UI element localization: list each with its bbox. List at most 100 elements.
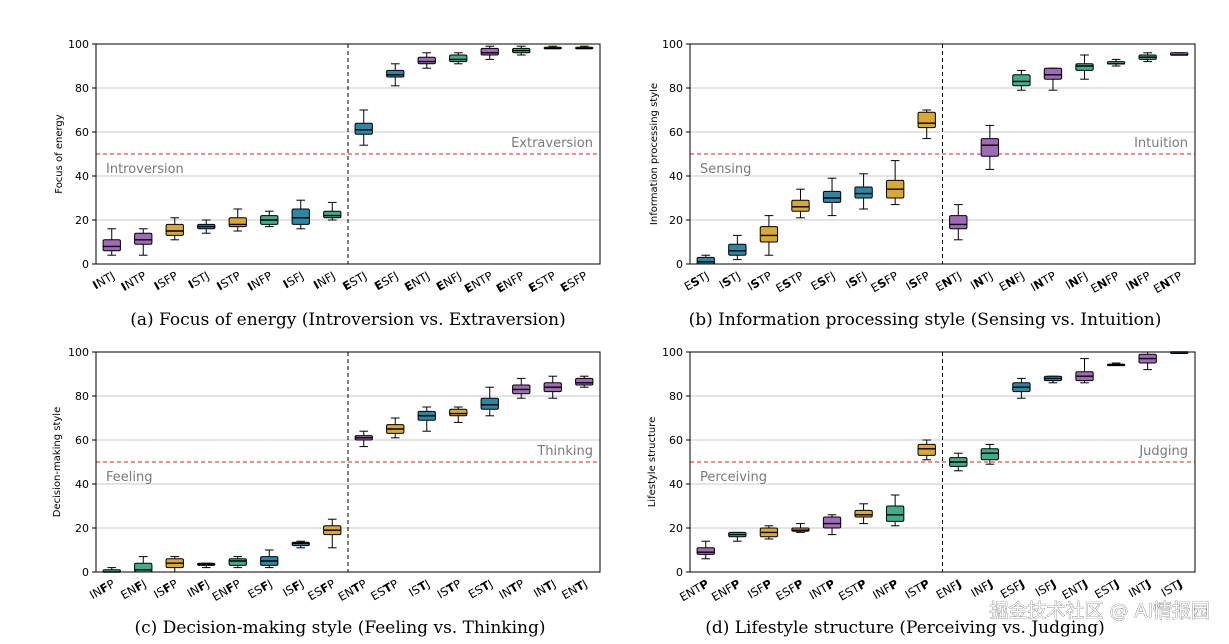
y-tick-label: 80 (669, 82, 683, 95)
box-intj (543, 375, 562, 399)
box-estp (543, 45, 562, 50)
box-body (449, 408, 468, 417)
y-tick-label: 100 (68, 346, 89, 359)
high-region-label: Extraversion (511, 136, 593, 151)
plot-frame (95, 43, 601, 265)
box-body (696, 547, 715, 555)
y-tick-label: 80 (75, 82, 89, 95)
box-infp (260, 210, 279, 228)
x-tick-label: ESFP (305, 576, 338, 603)
box-body (102, 239, 121, 252)
x-tick-label: ISTJ (1159, 576, 1185, 599)
x-tick-label: ISTJ (406, 576, 432, 599)
x-tick-label: INFP (245, 268, 275, 293)
x-tick-label: INTJ (1126, 576, 1153, 600)
x-tick-label: ESFP (558, 268, 590, 295)
box-body (822, 516, 842, 529)
x-tick-label: INTJ (968, 268, 995, 292)
box-body (417, 56, 436, 65)
x-tick-label: INTJ (531, 576, 558, 600)
box-istj (417, 406, 436, 432)
box-intj (102, 228, 121, 256)
y-tick-label: 20 (669, 522, 683, 535)
x-tick-label: ENFJ (934, 576, 964, 602)
box-infj (197, 562, 216, 569)
y-axis-title: Information processing style (649, 83, 660, 225)
box-isfj (854, 173, 873, 210)
box-entj (575, 375, 594, 388)
y-tick-label: 40 (75, 170, 89, 183)
box-body (980, 138, 1000, 157)
box-istp (228, 208, 247, 232)
box-enfj (1012, 69, 1031, 91)
box-body (696, 256, 715, 265)
y-axis-title: Focus of energy (54, 114, 65, 193)
x-tick-label: ENFP (210, 576, 244, 603)
box-isfp (165, 556, 184, 573)
y-tick-label: 20 (75, 214, 89, 227)
box-isfp (917, 109, 936, 140)
high-region-label: Thinking (536, 444, 593, 459)
box-infp (1138, 52, 1157, 63)
x-tick-label: INFP (87, 576, 117, 602)
y-tick-label: 20 (75, 522, 89, 535)
box-body (728, 243, 747, 256)
x-tick-label: ISFJ (1033, 576, 1059, 599)
x-tick-label: ESTJ (340, 268, 369, 293)
y-tick-label: 60 (75, 126, 89, 139)
y-tick-label: 40 (669, 478, 683, 491)
box-enfp (728, 531, 747, 542)
box-istp (917, 439, 936, 461)
box-body (885, 505, 905, 522)
box-infj (1075, 54, 1094, 80)
watermark-text: 掘金技术社区 @ AI情报园 (989, 600, 1210, 622)
x-tick-label: ENTJ (559, 576, 590, 602)
x-tick-label: ESTP (773, 268, 806, 295)
box-body (480, 47, 499, 56)
low-region-label: Introversion (106, 162, 184, 177)
box-esfp (323, 518, 342, 549)
y-tick-label: 80 (669, 390, 683, 403)
panel-caption: (d) Lifestyle structure (Perceiving vs. … (705, 618, 1105, 638)
x-tick-label: ESFJ (245, 576, 274, 601)
box-body (480, 397, 499, 410)
box-enfj (949, 452, 968, 472)
x-tick-label: ESTP (836, 576, 869, 603)
box-isfp (759, 525, 779, 540)
x-tick-label: ESFJ (998, 576, 1027, 601)
y-tick-label: 40 (75, 478, 89, 491)
box-intj (1138, 351, 1157, 371)
x-tick-label: ESTP (368, 576, 401, 603)
box-intp (1043, 67, 1063, 91)
box-body (228, 217, 247, 228)
x-tick-label: ENFJ (118, 576, 149, 602)
x-tick-label: ISFP (745, 576, 774, 601)
x-tick-label: INFJ (1063, 268, 1090, 292)
box-estj (696, 254, 715, 265)
panel-caption: (a) Focus of energy (Introversion vs. Ex… (130, 310, 566, 330)
x-tick-label: ISTJ (186, 268, 212, 291)
box-esfj (386, 63, 405, 87)
x-tick-label: ESFJ (372, 268, 401, 293)
box-infj (323, 201, 342, 221)
high-region-label: Judging (1138, 444, 1188, 459)
box-infp (102, 567, 121, 573)
x-tick-label: ESTJ (466, 576, 495, 601)
box-body (822, 190, 842, 203)
box-body (354, 122, 373, 135)
x-tick-label: ENTJ (402, 268, 432, 294)
x-tick-label: INFJ (185, 576, 212, 600)
box-entp (696, 540, 715, 560)
box-intj (980, 124, 1000, 170)
x-tick-label: ENFJ (434, 268, 464, 293)
box-body (1043, 67, 1063, 80)
x-tick-label: ISFJ (281, 268, 307, 291)
x-tick-label: ENTJ (933, 268, 964, 294)
box-estp (791, 188, 810, 219)
x-tick-label: ISFP (151, 576, 180, 601)
box-istj (197, 219, 216, 234)
box-esfp (885, 160, 905, 206)
box-esfp (575, 45, 594, 50)
